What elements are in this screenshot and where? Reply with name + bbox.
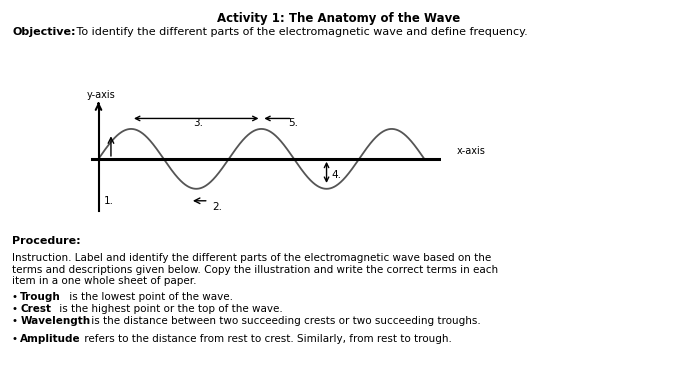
Text: is the lowest point of the wave.: is the lowest point of the wave. (66, 292, 233, 302)
Text: Objective:: Objective: (12, 27, 76, 37)
Text: •: • (12, 304, 22, 314)
Text: •: • (12, 292, 22, 302)
Text: Procedure:: Procedure: (12, 236, 81, 246)
Text: Amplitude: Amplitude (20, 334, 81, 344)
Text: is the highest point or the top of the wave.: is the highest point or the top of the w… (56, 304, 283, 314)
Text: Activity 1: The Anatomy of the Wave: Activity 1: The Anatomy of the Wave (218, 12, 460, 25)
Text: Instruction. Label and identify the different parts of the electromagnetic wave : Instruction. Label and identify the diff… (12, 253, 498, 286)
Text: 1.: 1. (104, 196, 114, 206)
Text: To identify the different parts of the electromagnetic wave and define frequency: To identify the different parts of the e… (73, 27, 527, 37)
Text: •: • (12, 316, 22, 326)
Text: Crest: Crest (20, 304, 52, 314)
Text: 4.: 4. (332, 170, 342, 180)
Text: 2.: 2. (212, 202, 222, 212)
Text: •: • (12, 334, 22, 344)
Text: is the distance between two succeeding crests or two succeeding troughs.: is the distance between two succeeding c… (88, 316, 481, 326)
Text: 3.: 3. (193, 118, 203, 128)
Text: 5.: 5. (288, 118, 298, 128)
Text: y-axis: y-axis (87, 90, 116, 100)
Text: Trough: Trough (20, 292, 61, 302)
Text: refers to the distance from rest to crest. Similarly, from rest to trough.: refers to the distance from rest to cres… (81, 334, 452, 344)
Text: x-axis: x-axis (456, 147, 485, 157)
Text: Wavelength: Wavelength (20, 316, 90, 326)
